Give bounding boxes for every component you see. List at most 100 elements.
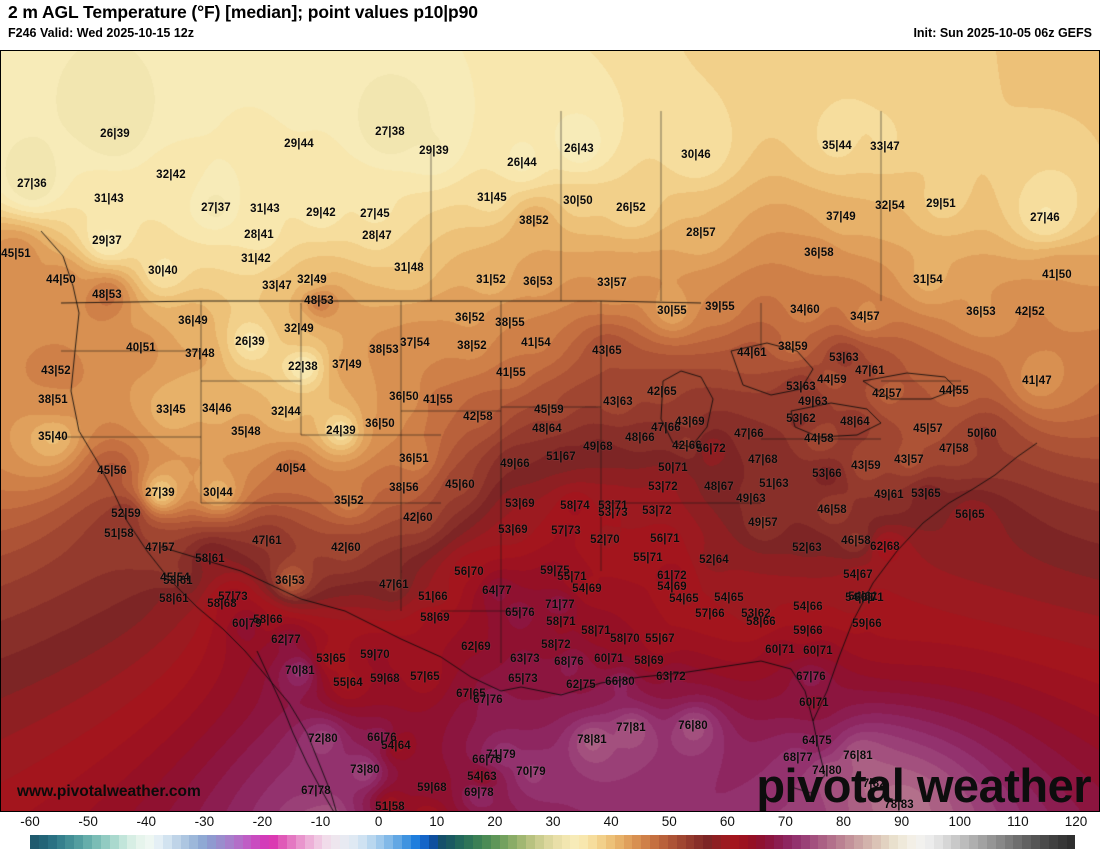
colorbar-cell bbox=[526, 835, 535, 849]
point-value-label: 42|58 bbox=[463, 411, 493, 423]
colorbar-cell bbox=[800, 835, 810, 849]
point-value-label: 48|64 bbox=[840, 416, 870, 428]
point-value-label: 58|61 bbox=[195, 553, 225, 565]
colorbar: -60 -50 -40 -30 -20 -10 0 10 20 30 40 50 60 70 80 90 100… bbox=[0, 812, 1100, 850]
colorbar-cell bbox=[455, 835, 465, 849]
point-value-label: 66|76 bbox=[367, 732, 397, 744]
point-value-label: 53|61 bbox=[163, 575, 193, 587]
colorbar-cell bbox=[38, 835, 48, 849]
colorbar-cell bbox=[597, 835, 606, 849]
point-value-label: 39|55 bbox=[705, 301, 735, 313]
colorbar-cell bbox=[827, 835, 837, 849]
point-value-label: 32|42 bbox=[156, 169, 186, 181]
colorbar-cell bbox=[348, 835, 358, 849]
point-value-label: 27|46 bbox=[1030, 212, 1060, 224]
colorbar-cell bbox=[472, 835, 482, 849]
point-value-label: 76|81 bbox=[843, 750, 873, 762]
colorbar-cell bbox=[960, 835, 970, 849]
colorbar-cell bbox=[791, 835, 801, 849]
colorbar-tick: -20 bbox=[252, 814, 273, 829]
colorbar-tick-labels: -60 -50 -40 -30 -20 -10 0 10 20 30 40 50 60 70 80 90 100… bbox=[0, 812, 1100, 834]
point-value-label: 47|66 bbox=[734, 428, 764, 440]
point-value-label: 35|44 bbox=[822, 140, 852, 152]
point-value-label: 54|65 bbox=[669, 593, 699, 605]
point-value-label: 59|68 bbox=[417, 782, 447, 794]
point-value-label: 32|44 bbox=[271, 406, 301, 418]
colorbar-cell bbox=[632, 835, 642, 849]
point-value-label: 59|66 bbox=[793, 625, 823, 637]
colorbar-cell bbox=[765, 835, 775, 849]
point-value-label: 45|51 bbox=[1, 248, 31, 260]
colorbar-cell bbox=[561, 835, 571, 849]
point-value-label: 53|63 bbox=[786, 381, 816, 393]
colorbar-tick: 60 bbox=[719, 814, 735, 829]
point-value-label: 24|39 bbox=[326, 425, 356, 437]
point-value-label: 55|67 bbox=[645, 633, 675, 645]
colorbar-tick: 90 bbox=[894, 814, 910, 829]
colorbar-cell bbox=[278, 835, 287, 849]
point-value-label: 29|39 bbox=[419, 145, 449, 157]
colorbar-cell bbox=[260, 835, 270, 849]
colorbar-cell bbox=[207, 835, 217, 849]
point-value-label: 52|70 bbox=[590, 534, 620, 546]
point-value-label: 38|52 bbox=[457, 340, 487, 352]
point-value-label: 58|72 bbox=[541, 639, 571, 651]
point-value-label: 45|60 bbox=[445, 479, 475, 491]
point-value-label: 38|51 bbox=[38, 394, 68, 406]
point-value-label: 38|53 bbox=[369, 344, 399, 356]
point-value-label: 45|59 bbox=[534, 404, 564, 416]
point-value-label: 68|77 bbox=[783, 752, 813, 764]
point-value-label: 61|72 bbox=[657, 570, 687, 582]
point-value-label: 58|69 bbox=[634, 655, 664, 667]
point-value-label: 35|40 bbox=[38, 431, 68, 443]
colorbar-cell bbox=[898, 835, 908, 849]
point-value-label: 54|61 bbox=[848, 591, 878, 603]
point-value-label: 28|47 bbox=[362, 230, 392, 242]
point-value-label: 44|61 bbox=[737, 347, 767, 359]
point-value-label: 69|78 bbox=[464, 787, 494, 799]
point-value-label: 30|40 bbox=[148, 265, 178, 277]
colorbar-cell bbox=[995, 835, 1005, 849]
point-value-label: 33|45 bbox=[156, 404, 186, 416]
colorbar-cell bbox=[393, 835, 403, 849]
point-value-label: 67|76 bbox=[796, 671, 826, 683]
point-value-label: 33|47 bbox=[870, 141, 900, 153]
point-value-label: 62|68 bbox=[870, 541, 900, 553]
colorbar-cell bbox=[189, 835, 199, 849]
point-value-label: 53|73 bbox=[598, 507, 628, 519]
point-value-label: 53|62 bbox=[786, 413, 816, 425]
colorbar-cell bbox=[933, 835, 943, 849]
point-value-label: 51|66 bbox=[418, 591, 448, 603]
colorbar-cell bbox=[1066, 835, 1076, 849]
colorbar-tick: 110 bbox=[1007, 814, 1029, 829]
point-value-label: 49|68 bbox=[583, 441, 613, 453]
colorbar-cell bbox=[162, 835, 172, 849]
point-value-label: 59|70 bbox=[360, 649, 390, 661]
point-value-label: 48|66 bbox=[625, 432, 655, 444]
point-value-label: 58|71 bbox=[546, 616, 576, 628]
point-value-label: 59|68 bbox=[370, 673, 400, 685]
point-value-label: 50|71 bbox=[658, 462, 688, 474]
colorbar-cell bbox=[907, 835, 916, 849]
colorbar-cell bbox=[331, 835, 341, 849]
point-value-label: 53|63 bbox=[829, 352, 859, 364]
point-value-label: 67|78 bbox=[301, 785, 331, 797]
point-value-label: 26|39 bbox=[235, 336, 265, 348]
point-value-label: 72|80 bbox=[308, 733, 338, 745]
colorbar-cell bbox=[251, 835, 261, 849]
point-value-label: 42|60 bbox=[331, 542, 361, 554]
point-value-label: 29|42 bbox=[306, 207, 336, 219]
point-value-label: 37|48 bbox=[185, 348, 215, 360]
point-value-label: 58|68 bbox=[207, 598, 237, 610]
point-value-label: 66|76 bbox=[472, 754, 502, 766]
colorbar-tick: -30 bbox=[194, 814, 215, 829]
point-value-label: 50|60 bbox=[967, 428, 997, 440]
point-value-label: 41|50 bbox=[1042, 269, 1072, 281]
colorbar-cell bbox=[1013, 835, 1023, 849]
point-value-label: 49|61 bbox=[874, 489, 904, 501]
colorbar-cell bbox=[517, 835, 527, 849]
weather-map[interactable]: 26|39 27|36 31|43 32|42 29|37 45|51 44|50 48|53… bbox=[0, 50, 1100, 812]
colorbar-tick: 50 bbox=[661, 814, 677, 829]
point-value-label: 28|57 bbox=[686, 227, 716, 239]
colorbar-cell bbox=[304, 835, 314, 849]
